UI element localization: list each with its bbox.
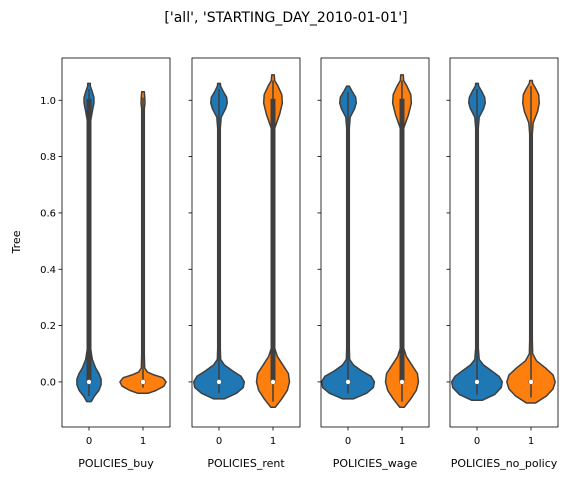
axes-frame bbox=[61, 57, 171, 428]
median-point bbox=[528, 379, 534, 385]
x-tick-label: 0 bbox=[474, 436, 480, 447]
x-tick-label: 1 bbox=[528, 436, 534, 447]
y-tick-label: 0.0 bbox=[40, 377, 56, 388]
axes-frame bbox=[320, 57, 430, 428]
x-tick-label: 1 bbox=[270, 436, 276, 447]
median-point bbox=[140, 379, 146, 385]
panels: 0.0 0.2 0.4 0.6 0.8 1.0 0 1 POLICIES_buy 0 1 POLICI… bbox=[40, 57, 559, 470]
panel-1: 0.0 0.2 0.4 0.6 0.8 1.0 0 1 POLICIES_buy bbox=[40, 57, 171, 470]
panel-4: 0 1 POLICIES_no_policy bbox=[446, 57, 559, 470]
y-axis-label: Tree bbox=[10, 230, 23, 254]
y-tick-label: 1.0 bbox=[40, 96, 56, 107]
violin-box bbox=[399, 98, 405, 384]
median-point bbox=[216, 379, 222, 385]
axes-frame bbox=[191, 57, 301, 428]
panel-2: 0 1 POLICIES_rent bbox=[188, 57, 301, 470]
median-point bbox=[474, 379, 480, 385]
figure-title: ['all', 'STARTING_DAY_2010-01-01'] bbox=[164, 10, 407, 26]
median-point bbox=[86, 379, 92, 385]
median-point bbox=[399, 379, 405, 385]
x-axis-label: POLICIES_buy bbox=[78, 457, 154, 470]
x-tick-label: 0 bbox=[216, 436, 222, 447]
x-tick-label: 0 bbox=[345, 436, 351, 447]
x-axis-label: POLICIES_rent bbox=[207, 457, 285, 470]
y-tick-label: 0.2 bbox=[40, 321, 56, 332]
panel-3: 0 1 POLICIES_wage bbox=[317, 57, 430, 470]
median-point bbox=[345, 379, 351, 385]
axes-frame bbox=[449, 57, 559, 428]
y-tick-label: 0.4 bbox=[40, 265, 56, 276]
y-tick-label: 0.8 bbox=[40, 152, 56, 163]
x-tick-label: 0 bbox=[86, 436, 92, 447]
x-axis-label: POLICIES_wage bbox=[333, 457, 418, 470]
x-axis-label: POLICIES_no_policy bbox=[451, 457, 558, 470]
x-tick-label: 1 bbox=[140, 436, 146, 447]
y-tick-label: 0.6 bbox=[40, 208, 56, 219]
violin-box bbox=[86, 98, 92, 384]
x-tick-label: 1 bbox=[399, 436, 405, 447]
median-point bbox=[270, 379, 276, 385]
violin-box bbox=[270, 98, 276, 384]
